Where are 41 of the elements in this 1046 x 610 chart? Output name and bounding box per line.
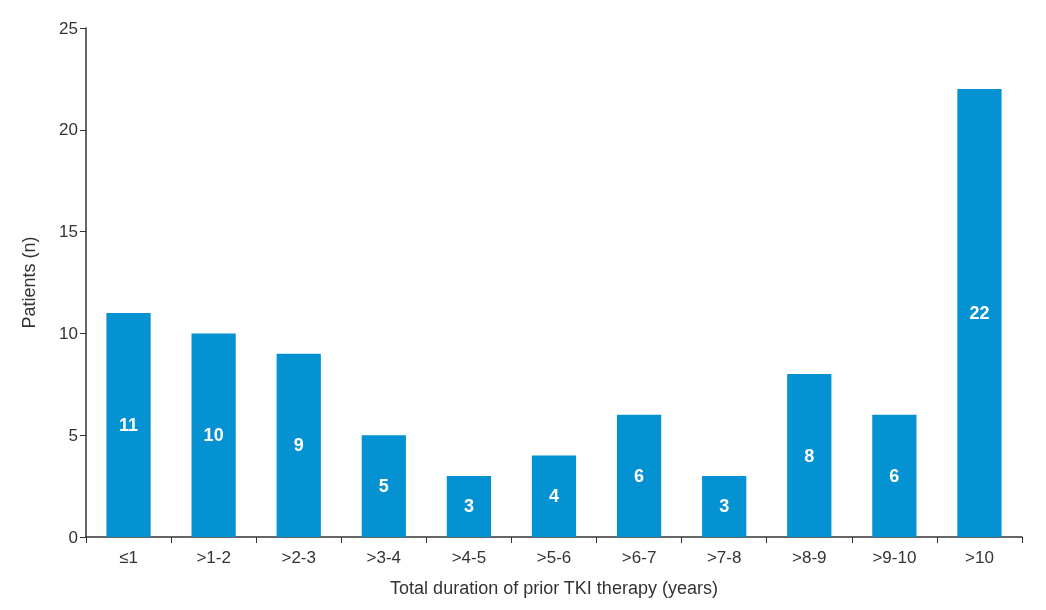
data-label: 9 (293, 435, 304, 456)
data-label: 4 (548, 486, 560, 507)
x-tick-label: >4-5 (451, 548, 487, 567)
bar (787, 374, 832, 537)
y-tick-label: 25 (59, 18, 78, 38)
data-label: 6 (889, 465, 900, 486)
x-tick-label: >9-10 (872, 548, 917, 567)
x-tick-label: >8-9 (792, 548, 827, 567)
x-tick-label: >7-8 (706, 548, 742, 567)
bar (531, 455, 577, 537)
data-label: 11 (119, 415, 139, 436)
bar (616, 414, 662, 537)
y-tick-label: 15 (59, 222, 78, 242)
x-tick-label: >1-2 (196, 548, 231, 567)
data-label: 3 (463, 496, 474, 517)
bar (276, 353, 321, 537)
bar (872, 414, 917, 537)
x-tick-label: >10 (965, 548, 994, 567)
x-tick-label: ≤1 (119, 548, 138, 567)
bar (957, 89, 1002, 537)
data-label: 5 (378, 476, 389, 497)
data-label: 3 (719, 496, 730, 517)
x-tick-label: >6-7 (621, 548, 657, 567)
data-label: 10 (203, 425, 224, 446)
x-tick-label: >2-3 (281, 548, 316, 567)
data-label: 8 (804, 445, 815, 466)
x-tick-label: >5-6 (536, 548, 572, 567)
y-tick-label: 20 (59, 120, 78, 140)
bar (702, 475, 747, 537)
x-axis-title: Total duration of prior TKI therapy (years) (390, 578, 718, 598)
data-label: 6 (634, 465, 645, 486)
y-axis-title: Patients (n) (19, 236, 39, 329)
x-tick-label: >3-4 (366, 548, 402, 567)
data-label: 22 (969, 303, 990, 324)
y-tick-label: 5 (68, 425, 78, 445)
bar (106, 313, 151, 537)
bar (361, 435, 406, 537)
bar (191, 333, 236, 537)
bar (446, 475, 492, 537)
y-tick-label: 0 (68, 527, 78, 547)
y-tick-label: 10 (59, 323, 78, 343)
